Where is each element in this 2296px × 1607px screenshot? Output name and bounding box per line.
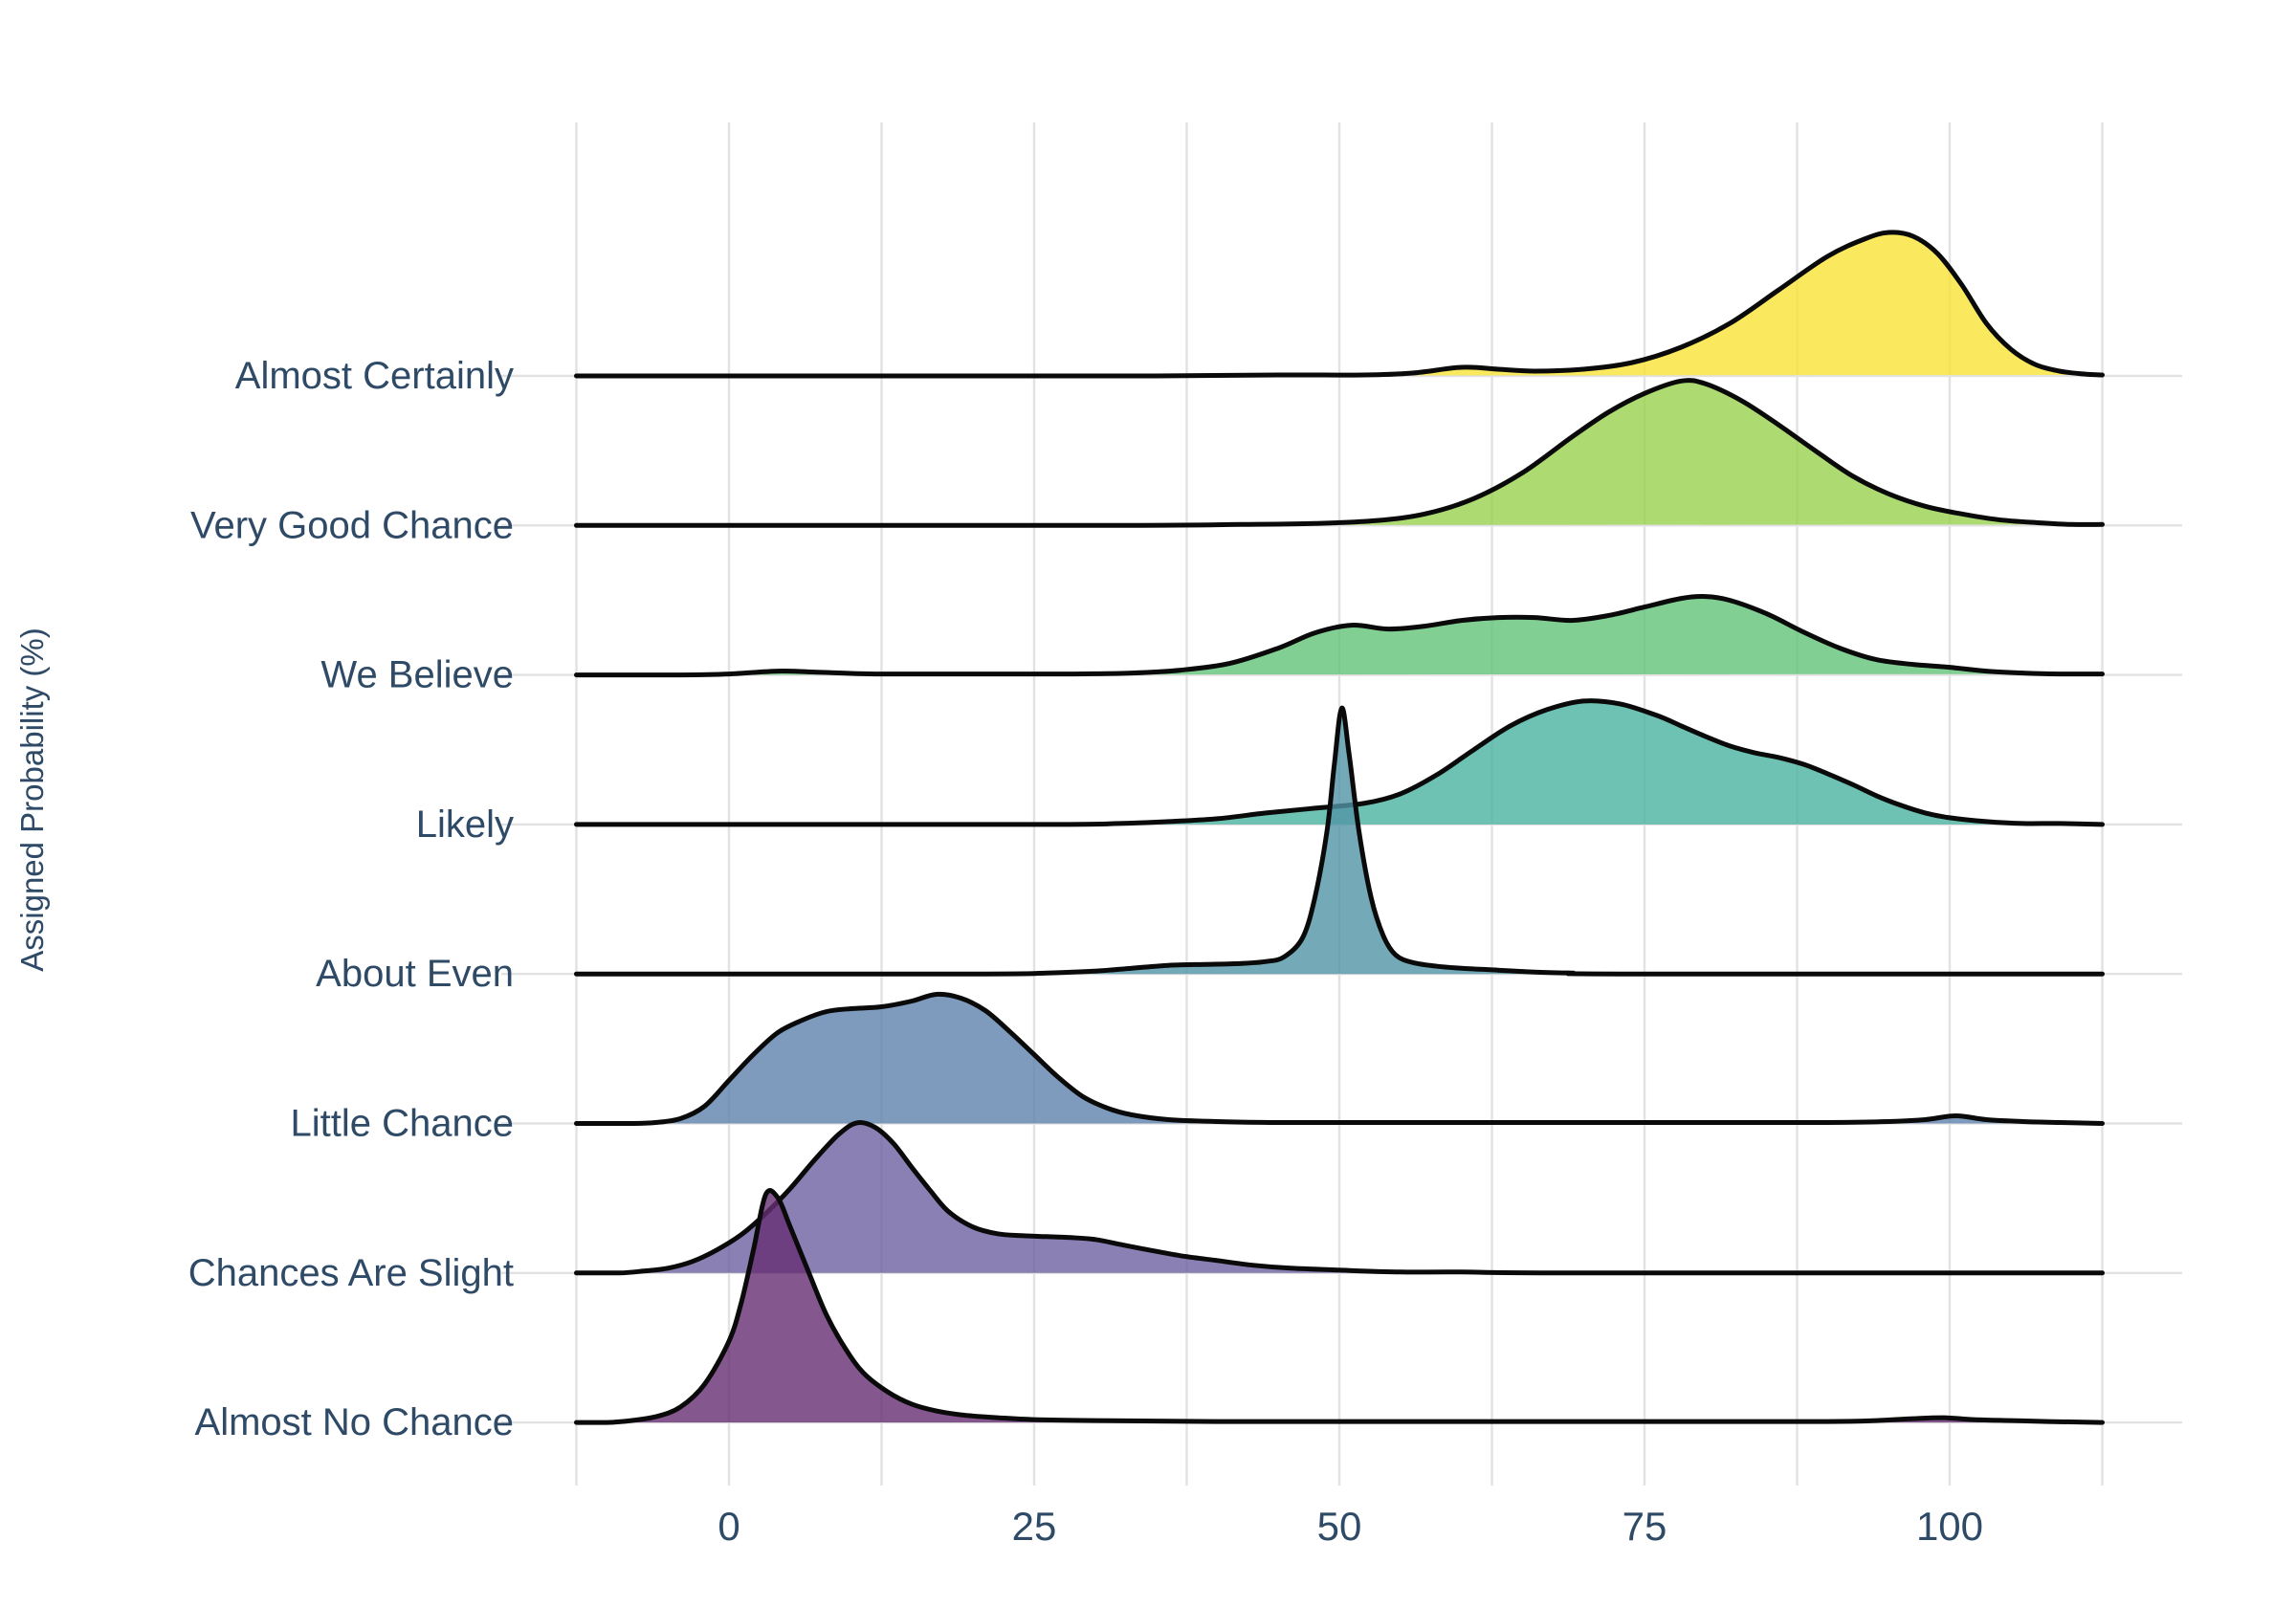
density-outline-chances-are-slight [574,1120,2105,1276]
density-outline-little-chance [574,991,2105,1126]
ridge-very-good-chance [574,378,2105,528]
density-fill-about-even [576,708,2103,975]
category-label-chances-are-slight: Chances Are Slight [188,1252,514,1294]
density-fill-little-chance [576,994,2103,1124]
density-fill-likely [576,700,2103,825]
density-outline-we-believe [574,594,2105,678]
density-fill-chances-are-slight [576,1122,2103,1273]
density-outline-likely [574,698,2105,827]
category-label-almost-certainly: Almost Certainly [235,355,514,397]
ridge-almost-no-chance [574,1188,2105,1425]
category-label-about-even: About Even [316,953,514,995]
category-label-likely: Likely [416,804,514,846]
density-fill-we-believe [576,596,2103,675]
x-tick-label: 25 [1012,1504,1057,1549]
ridge-we-believe [574,594,2105,678]
ridge-chances-are-slight [574,1120,2105,1276]
category-label-we-believe: We Believe [320,654,514,696]
density-outline-almost-certainly [574,230,2105,379]
category-label-little-chance: Little Chance [291,1103,514,1145]
ridge-little-chance [574,991,2105,1126]
category-label-almost-no-chance: Almost No Chance [195,1401,514,1443]
density-outline-almost-no-chance [574,1188,2105,1425]
x-tick-label: 0 [718,1504,740,1549]
y-axis-label: Assigned Probability (%) [14,627,50,972]
x-tick-label: 50 [1317,1504,1362,1549]
ridge-almost-certainly [574,230,2105,379]
x-tick-label: 100 [1916,1504,1983,1549]
density-outline-very-good-chance [574,378,2105,528]
ridge-likely [574,698,2105,827]
category-label-very-good-chance: Very Good Chance [190,504,514,546]
density-fill-almost-no-chance [576,1190,2103,1423]
density-fill-almost-certainly [576,231,2103,376]
x-tick-label: 75 [1623,1504,1667,1549]
ridge-about-even [574,705,2105,977]
density-outline-about-even [574,705,2105,977]
density-fill-very-good-chance [576,380,2103,526]
